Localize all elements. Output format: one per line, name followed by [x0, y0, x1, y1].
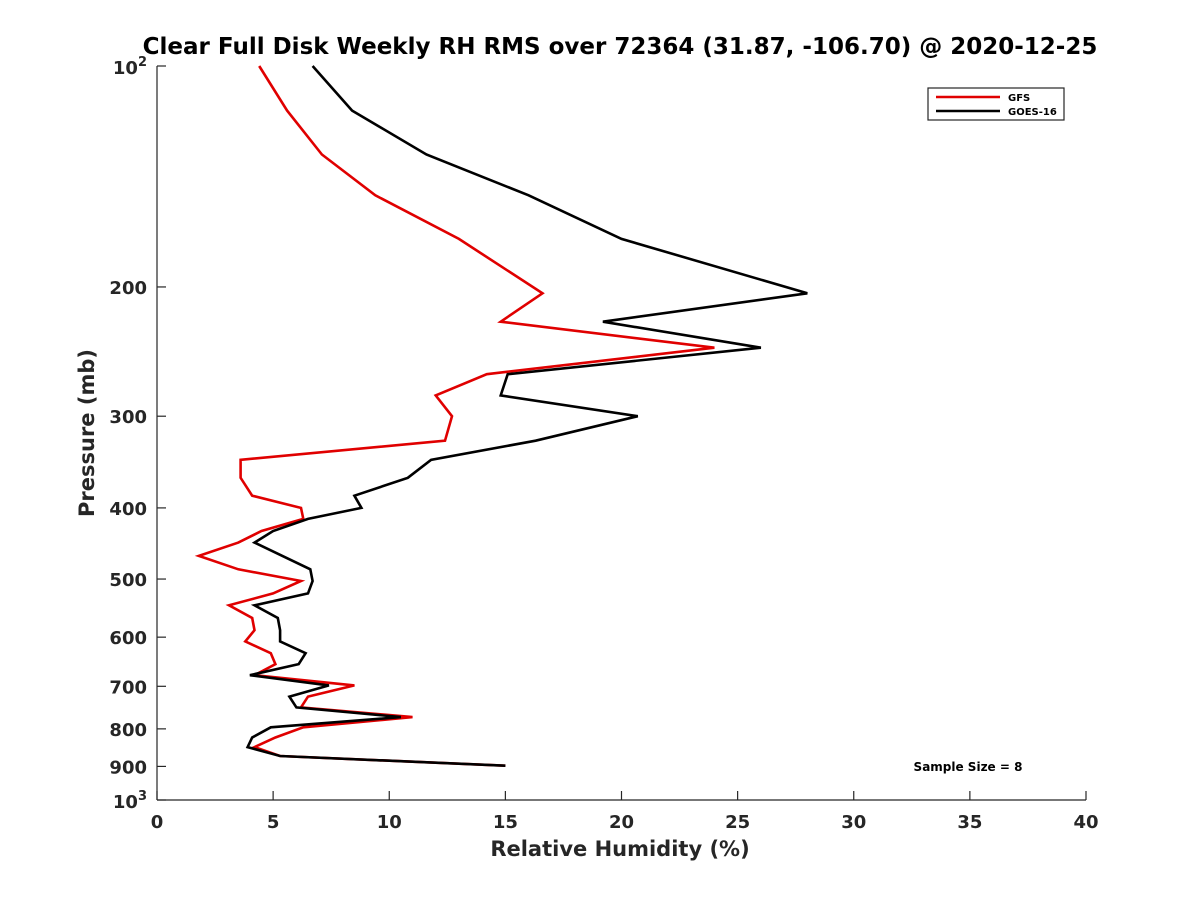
x-tick-label: 5: [267, 812, 280, 833]
series-line-gfs: [194, 65, 715, 767]
chart-title: Clear Full Disk Weekly RH RMS over 72364…: [143, 34, 1098, 60]
y-tick-label: 103: [113, 789, 147, 813]
y-tick-label: 600: [109, 628, 147, 649]
y-tick-label: 102: [113, 55, 147, 79]
sample-size-annotation: Sample Size = 8: [914, 760, 1023, 774]
x-tick-label: 20: [609, 812, 634, 833]
x-tick-label: 0: [151, 812, 164, 833]
x-axis-label: Relative Humidity (%): [490, 837, 749, 861]
y-tick-label: 800: [109, 720, 147, 741]
legend-label: GFS: [1008, 93, 1030, 104]
x-tick-label: 15: [493, 812, 518, 833]
x-tick-label: 35: [957, 812, 982, 833]
legend-box: [927, 87, 1065, 121]
y-tick-label: 700: [109, 677, 147, 698]
plot-area: 0 5 10 15 20 25 30 35 40 102 200 300 400 500 600 700 800…: [109, 55, 1098, 833]
y-tick-label: 900: [109, 757, 147, 778]
series-line-goes-16: [245, 65, 808, 767]
y-tick-label: 200: [109, 278, 147, 299]
x-tick-label: 10: [377, 812, 402, 833]
y-axis-label: Pressure (mb): [75, 349, 99, 517]
x-tick-label: 40: [1073, 812, 1098, 833]
y-tick-label: 400: [109, 499, 147, 520]
x-tick-label: 30: [841, 812, 866, 833]
x-tick-label: 25: [725, 812, 750, 833]
legend-label: GOES-16: [1008, 107, 1057, 118]
y-tick-label: 500: [109, 570, 147, 591]
y-tick-label: 300: [109, 407, 147, 428]
